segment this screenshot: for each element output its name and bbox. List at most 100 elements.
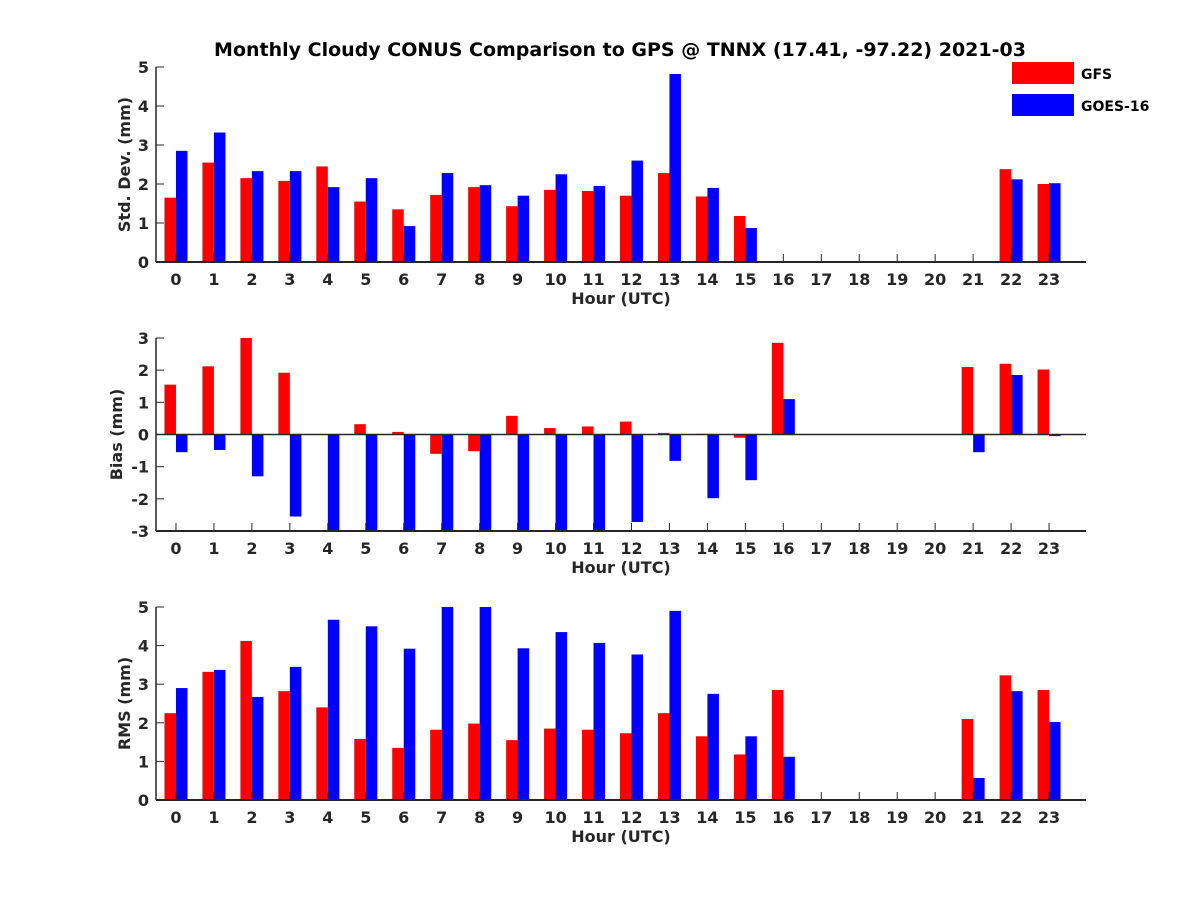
bar-gfs-hour-22 [999,363,1012,435]
bar-goes-16-hour-4 [327,434,340,531]
bar-gfs-hour-15 [733,434,746,438]
x-tick-label: 1 [208,270,219,289]
bar-goes-16-hour-14 [707,187,719,262]
y-tick-label: 4 [138,97,149,116]
x-tick-label: 3 [284,270,295,289]
bar-gfs-hour-12 [619,195,632,262]
bar-goes-16-hour-6 [403,648,416,800]
series-gfs [164,640,1050,800]
bar-gfs-hour-10 [544,428,556,435]
bar-goes-16-hour-11 [593,434,606,531]
y-tick-label: 2 [138,361,149,380]
bar-goes-16-hour-3 [289,666,302,800]
bar-gfs-hour-7 [430,729,442,800]
x-tick-label: 15 [734,539,756,558]
bar-gfs-hour-9 [506,206,518,262]
y-tick-label: -2 [131,490,149,509]
x-tick-label: 4 [322,270,333,289]
y-tick-label: 5 [138,598,149,617]
bar-goes-16-hour-12 [631,434,643,522]
x-tick-label: 18 [848,808,870,827]
series-gfs [164,162,1050,262]
x-tick-label: 16 [772,270,794,289]
bar-goes-16-hour-13 [669,434,681,461]
bar-gfs-hour-7 [430,434,442,454]
bar-goes-16-hour-15 [745,228,757,262]
y-tick-label: 2 [138,714,149,733]
y-tick-label: 1 [138,393,149,412]
x-tick-label: 20 [924,539,946,558]
y-tick-label: 4 [138,637,149,656]
chart-title: Monthly Cloudy CONUS Comparison to GPS @… [214,39,1026,61]
bar-gfs-hour-5 [354,424,366,435]
bar-goes-16-hour-9 [517,648,530,800]
bar-goes-16-hour-9 [517,434,530,531]
x-tick-label: 9 [512,270,523,289]
x-axis-label: Hour (UTC) [571,558,671,577]
x-tick-label: 9 [512,539,523,558]
bar-gfs-hour-14 [695,736,708,800]
x-tick-label: 14 [696,539,718,558]
bar-goes-16-hour-1 [213,669,226,800]
bar-goes-16-hour-8 [479,434,492,531]
bar-gfs-hour-23 [1037,369,1050,435]
y-tick-label: -3 [131,522,149,541]
bar-gfs-hour-2 [240,338,252,435]
x-tick-label: 12 [620,270,642,289]
bar-goes-16-hour-0 [175,688,188,800]
x-tick-label: 1 [208,539,219,558]
bar-goes-16-hour-23 [1049,722,1061,800]
x-tick-label: 2 [246,808,257,827]
bar-gfs-hour-22 [999,169,1012,262]
bar-gfs-hour-23 [1037,184,1050,262]
x-tick-label: 7 [436,539,447,558]
x-tick-label: 7 [436,270,447,289]
bar-gfs-hour-3 [278,691,290,800]
bar-gfs-hour-6 [392,747,404,800]
bar-goes-16-hour-13 [669,74,681,263]
bar-goes-16-hour-13 [669,610,681,800]
x-tick-label: 8 [474,270,485,289]
bar-goes-16-hour-0 [175,150,188,262]
legend-label-gfs: GFS [1081,67,1112,83]
series-goes-16 [175,374,1061,531]
legend-swatch-goes-16 [1012,94,1074,116]
x-tick-label: 2 [246,270,257,289]
x-tick-label: 11 [582,270,604,289]
x-tick-label: 22 [1000,539,1022,558]
y-axis-label: Bias (mm) [107,389,126,481]
bar-goes-16-hour-22 [1011,374,1023,435]
x-tick-label: 16 [772,539,794,558]
bar-goes-16-hour-7 [441,173,454,262]
bar-gfs-hour-4 [316,707,328,800]
x-tick-label: 3 [284,539,295,558]
x-tick-label: 14 [696,808,718,827]
bar-goes-16-hour-3 [289,171,302,262]
x-tick-label: 17 [810,808,832,827]
bar-goes-16-hour-7 [441,607,454,800]
x-tick-label: 22 [1000,270,1022,289]
bar-goes-16-hour-9 [517,195,530,262]
x-tick-label: 21 [962,270,984,289]
bar-gfs-hour-1 [202,671,214,800]
bar-gfs-hour-7 [430,194,442,262]
bar-gfs-hour-0 [164,713,176,800]
x-tick-label: 15 [734,808,756,827]
bar-gfs-hour-3 [278,372,290,435]
bar-goes-16-hour-12 [631,654,643,800]
x-tick-label: 8 [474,539,485,558]
y-tick-label: 0 [138,253,149,272]
bar-goes-16-hour-10 [555,174,568,262]
x-tick-label: 0 [170,539,181,558]
bar-goes-16-hour-14 [707,434,719,499]
bar-gfs-hour-11 [582,191,594,262]
bar-gfs-hour-13 [657,432,670,435]
bar-gfs-hour-6 [392,209,404,262]
y-axis-label: Std. Dev. (mm) [115,97,134,232]
x-tick-label: 0 [170,808,181,827]
bar-goes-16-hour-10 [555,434,568,531]
bar-gfs-hour-13 [657,713,670,800]
bar-gfs-hour-15 [733,215,746,262]
y-tick-label: 5 [138,58,149,77]
